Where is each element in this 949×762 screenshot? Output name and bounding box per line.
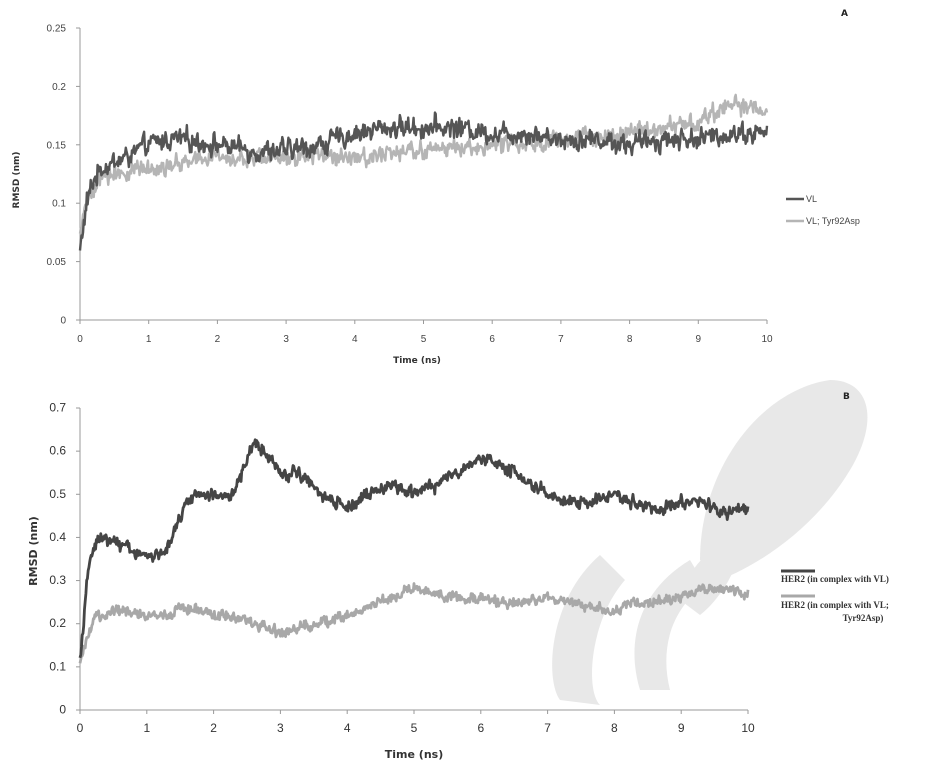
chart-a-x-tick-label: 9 [696, 334, 702, 345]
chart-b-y-tick-label: 0.5 [49, 487, 66, 501]
chart-a-x-tick-label: 4 [352, 334, 358, 345]
chart-b-panel-label: B [843, 392, 850, 402]
chart-b-series-line-wild-type [78, 438, 750, 659]
chart-a-axes: 0 0.05 0.1 0.15 0.2 0.25 0 1 2 3 4 5 6 7 8 9 10 [47, 24, 773, 346]
chart-a-series-line-wild-type [78, 111, 769, 251]
chart-b-x-tick-label: 2 [210, 721, 217, 735]
chart-b-x-axis-label: Time (ns) [385, 748, 443, 761]
chart-b-x-tick-label: 0 [77, 721, 84, 735]
chart-b-series-line-mutant [78, 582, 750, 664]
chart-a-x-tick-label: 1 [146, 334, 152, 345]
chart-b-series [78, 438, 750, 664]
chart-a-x-axis-label: Time (ns) [393, 356, 441, 366]
chart-b-x-tick-label: 7 [544, 721, 551, 735]
chart-b-y-tick-label: 0.1 [49, 659, 66, 673]
chart-a-legend: VL VL; Tyr92Asp [786, 194, 860, 226]
chart-a-x-tick-label: 6 [489, 334, 495, 345]
chart-a-x-tick-label: 10 [761, 334, 773, 345]
chart-b-x-tick-label: 8 [611, 721, 618, 735]
legend-a-label-vl: VL [806, 194, 817, 204]
legend-b-label-mutant-line1: HER2 (in complex with VL; [781, 600, 889, 610]
chart-b-x-tick-label: 10 [741, 721, 755, 735]
chart-b-y-tick-label: 0.2 [49, 616, 66, 630]
chart-a-x-tick-label: 5 [421, 334, 427, 345]
chart-b-y-axis-label: RMSD (nm) [27, 516, 40, 586]
legend-b-label-mutant-line2: Tyr92Asp) [843, 613, 884, 623]
chart-b-y-tick-label: 0 [59, 703, 66, 717]
chart-b-x-tick-label: 3 [277, 721, 284, 735]
chart-a-x-tick-label: 0 [77, 334, 83, 345]
chart-a-y-tick-label: 0 [60, 316, 66, 327]
chart-a-x-tick-label: 7 [558, 334, 564, 345]
watermark [552, 380, 868, 705]
chart-a-x-tick-label: 2 [215, 334, 221, 345]
chart-a-y-tick-label: 0.2 [52, 82, 66, 93]
chart-a-y-tick-label: 0.15 [47, 140, 67, 151]
chart-a-panel-label: A [841, 9, 848, 19]
chart-b-x-tick-label: 5 [411, 721, 418, 735]
chart-a-series-line-mutant [78, 93, 769, 238]
chart-b-x-tick-label: 1 [143, 721, 150, 735]
chart-a-series [78, 93, 769, 251]
chart-b: 0 0.1 0.2 0.3 0.4 0.5 0.6 0.7 0 1 2 3 4 5 6 7 8 9 10 B Tim… [27, 392, 889, 761]
chart-a-x-tick-label: 3 [283, 334, 289, 345]
legend-a-label-mutant: VL; Tyr92Asp [806, 216, 860, 226]
chart-a-y-tick-label: 0.1 [52, 199, 66, 210]
chart-b-y-tick-label: 0.6 [49, 444, 66, 458]
chart-b-legend: HER2 (in complex with VL) HER2 (in compl… [781, 569, 889, 623]
chart-b-x-tick-label: 6 [477, 721, 484, 735]
chart-b-x-tick-label: 9 [678, 721, 685, 735]
chart-b-y-tick-label: 0.4 [49, 530, 66, 544]
chart-a-y-tick-label: 0.05 [47, 257, 67, 268]
chart-a: 0 0.05 0.1 0.15 0.2 0.25 0 1 2 3 4 5 6 7 8 9 10 A Time (… [12, 9, 860, 366]
chart-a-x-tick-label: 8 [627, 334, 633, 345]
chart-b-x-tick-label: 4 [344, 721, 351, 735]
chart-b-y-tick-label: 0.3 [49, 573, 66, 587]
legend-b-label-vl: HER2 (in complex with VL) [781, 574, 889, 584]
chart-b-y-tick-label: 0.7 [49, 401, 66, 415]
chart-a-y-tick-label: 0.25 [47, 24, 67, 35]
chart-a-y-axis-label: RMSD (nm) [12, 152, 22, 209]
